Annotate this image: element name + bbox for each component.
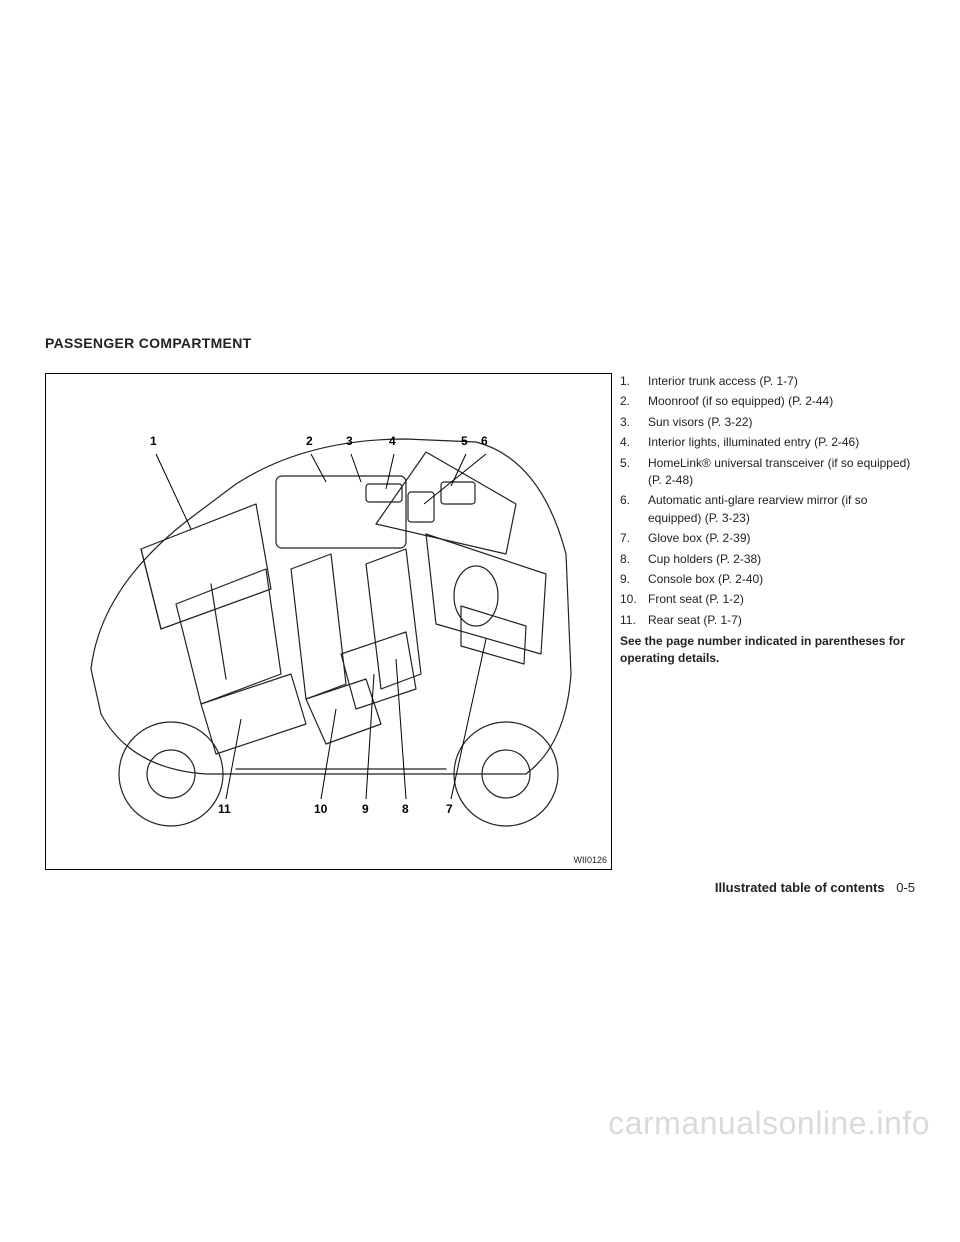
list-item: 3.Sun visors (P. 3-22) — [620, 414, 915, 431]
item-text: Glove box (P. 2-39) — [648, 530, 915, 547]
list-item: 4.Interior lights, illuminated entry (P.… — [620, 434, 915, 451]
list-item: 8.Cup holders (P. 2-38) — [620, 551, 915, 568]
callout-2: 2 — [306, 434, 313, 448]
item-text: Rear seat (P. 1-7) — [648, 612, 915, 629]
item-num: 11. — [620, 612, 648, 629]
callout-1: 1 — [150, 434, 157, 448]
item-text: Automatic anti-glare rearview mirror (if… — [648, 492, 915, 527]
figure-passenger-compartment: 1 2 3 4 5 6 11 10 9 8 7 WII0126 — [45, 373, 612, 870]
list-item: 5.HomeLink® universal transceiver (if so… — [620, 455, 915, 490]
list-item: 1.Interior trunk access (P. 1-7) — [620, 373, 915, 390]
item-num: 6. — [620, 492, 648, 527]
item-num: 2. — [620, 393, 648, 410]
item-text: Console box (P. 2-40) — [648, 571, 915, 588]
item-text: Front seat (P. 1-2) — [648, 591, 915, 608]
note-text: See the page number indicated in parenth… — [620, 633, 915, 667]
callout-10: 10 — [314, 802, 327, 816]
callout-8: 8 — [402, 802, 409, 816]
list-item: 7.Glove box (P. 2-39) — [620, 530, 915, 547]
list-item: 6.Automatic anti-glare rearview mirror (… — [620, 492, 915, 527]
footer-page-number: 0-5 — [896, 880, 915, 895]
item-num: 5. — [620, 455, 648, 490]
figure-code: WII0126 — [573, 855, 607, 865]
callout-5: 5 — [461, 434, 468, 448]
item-num: 1. — [620, 373, 648, 390]
list-item: 9.Console box (P. 2-40) — [620, 571, 915, 588]
item-num: 8. — [620, 551, 648, 568]
item-text: HomeLink® universal transceiver (if so e… — [648, 455, 915, 490]
list-item: 10.Front seat (P. 1-2) — [620, 591, 915, 608]
callout-3: 3 — [346, 434, 353, 448]
callout-7: 7 — [446, 802, 453, 816]
legend-list: 1.Interior trunk access (P. 1-7) 2.Moonr… — [620, 373, 915, 629]
item-text: Interior lights, illuminated entry (P. 2… — [648, 434, 915, 451]
watermark: carmanualsonline.info — [608, 1105, 930, 1142]
item-num: 7. — [620, 530, 648, 547]
callout-9: 9 — [362, 802, 369, 816]
footer-section-name: Illustrated table of contents — [715, 880, 885, 895]
item-text: Sun visors (P. 3-22) — [648, 414, 915, 431]
item-num: 10. — [620, 591, 648, 608]
item-num: 9. — [620, 571, 648, 588]
car-interior-diagram — [46, 374, 611, 869]
list-item: 11.Rear seat (P. 1-7) — [620, 612, 915, 629]
item-num: 4. — [620, 434, 648, 451]
item-num: 3. — [620, 414, 648, 431]
callout-6: 6 — [481, 434, 488, 448]
callout-4: 4 — [389, 434, 396, 448]
page-footer: Illustrated table of contents 0-5 — [45, 880, 915, 895]
item-text: Cup holders (P. 2-38) — [648, 551, 915, 568]
callout-11: 11 — [218, 802, 231, 816]
item-text: Interior trunk access (P. 1-7) — [648, 373, 915, 390]
list-item: 2.Moonroof (if so equipped) (P. 2-44) — [620, 393, 915, 410]
section-title: PASSENGER COMPARTMENT — [45, 335, 915, 351]
item-text: Moonroof (if so equipped) (P. 2-44) — [648, 393, 915, 410]
